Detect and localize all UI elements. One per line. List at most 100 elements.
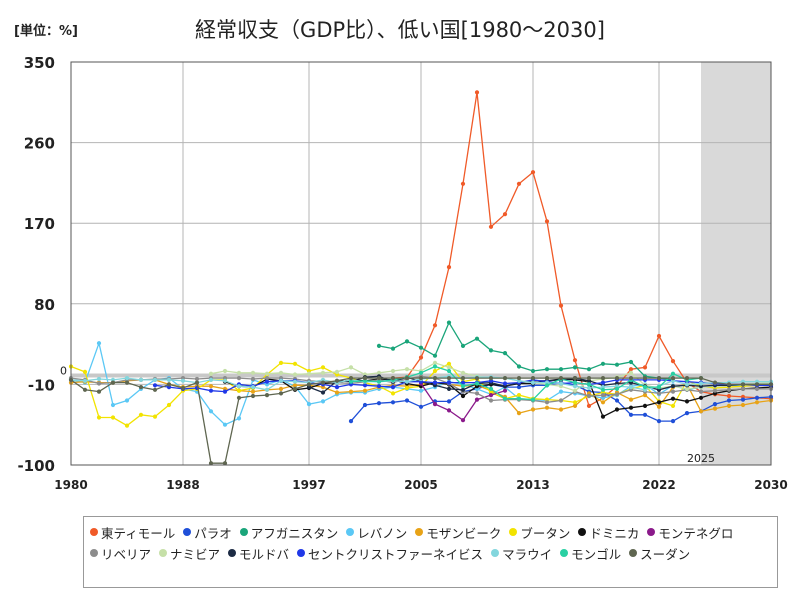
data-point: [474, 397, 480, 402]
data-point: [558, 367, 564, 372]
data-point: [502, 381, 508, 386]
data-point: [222, 378, 228, 383]
legend-label: モンゴル: [571, 546, 622, 562]
data-point: [712, 402, 718, 407]
legend-label: ブータン: [520, 525, 571, 541]
data-point: [572, 403, 578, 408]
data-point: [194, 380, 200, 385]
data-point: [614, 386, 620, 391]
legend-item: ドミニカ: [578, 522, 639, 542]
data-point: [306, 382, 312, 387]
data-point: [544, 400, 550, 405]
data-point: [488, 376, 494, 381]
data-point: [502, 376, 508, 381]
data-point: [628, 412, 634, 417]
data-point: [628, 385, 634, 390]
data-point: [460, 181, 466, 186]
data-point: [516, 376, 522, 381]
data-point: [656, 404, 662, 409]
data-point: [278, 370, 284, 375]
data-point: [292, 383, 298, 388]
data-point: [446, 320, 452, 325]
data-point: [460, 376, 466, 381]
data-point: [222, 368, 228, 374]
data-point: [432, 368, 438, 374]
data-point: [292, 386, 298, 391]
data-point: [264, 379, 270, 384]
data-point: [516, 364, 522, 369]
data-point: [614, 407, 620, 412]
data-point: [278, 391, 284, 396]
data-point: [138, 377, 144, 382]
y-tick-label: 80: [34, 296, 55, 314]
data-point: [418, 345, 424, 350]
data-point: [166, 377, 172, 382]
legend-swatch: [297, 549, 306, 557]
legend-item: ブータン: [509, 522, 570, 542]
x-tick-label: 1997: [292, 478, 325, 492]
zero-label: 0: [60, 364, 67, 377]
data-point: [558, 407, 564, 412]
data-point: [404, 376, 410, 381]
data-point: [208, 409, 214, 414]
data-point: [516, 396, 522, 401]
data-point: [110, 380, 116, 385]
data-point: [82, 387, 88, 392]
data-point: [208, 377, 214, 382]
legend-swatch: [509, 528, 518, 536]
legend-label: マラウイ: [502, 546, 553, 562]
data-point: [642, 393, 648, 398]
data-point: [362, 376, 368, 381]
unit-label: [単位：%]: [14, 24, 78, 39]
data-point: [670, 359, 676, 364]
legend-swatch: [647, 528, 656, 536]
data-point: [670, 384, 676, 389]
data-point: [96, 381, 102, 386]
data-point: [530, 376, 536, 381]
data-point: [138, 385, 144, 390]
data-point: [488, 224, 494, 229]
data-point: [530, 368, 536, 374]
data-point: [544, 219, 550, 224]
legend-label: ナミビア: [170, 546, 221, 562]
data-point: [264, 393, 270, 398]
data-point: [614, 376, 620, 381]
data-point: [390, 391, 396, 396]
data-point: [684, 411, 690, 416]
data-point: [516, 181, 522, 186]
data-point: [474, 391, 480, 396]
data-point: [194, 376, 200, 382]
data-point: [460, 380, 466, 385]
data-point: [516, 385, 522, 390]
data-point: [376, 343, 382, 348]
data-point: [236, 384, 242, 389]
data-point: [432, 376, 438, 381]
data-point: [376, 384, 382, 389]
data-point: [362, 402, 368, 408]
data-point: [418, 370, 424, 375]
data-point: [544, 367, 550, 372]
legend-item: リベリア: [90, 543, 151, 563]
data-point: [698, 395, 704, 400]
legend-label: アフガニスタン: [250, 525, 339, 541]
data-point: [460, 384, 466, 389]
legend-item: パラオ: [183, 522, 232, 542]
data-point: [404, 339, 410, 344]
data-point: [670, 389, 676, 394]
legend-swatch: [578, 528, 587, 536]
data-point: [418, 355, 424, 360]
y-tick-label: 260: [24, 135, 55, 153]
data-point: [236, 416, 242, 421]
legend-label: ドミニカ: [589, 525, 640, 541]
legend-swatch: [228, 549, 237, 557]
x-tick-label: 1980: [54, 478, 87, 492]
data-point: [180, 385, 186, 391]
data-point: [152, 377, 158, 382]
data-point: [278, 378, 284, 383]
x-tick-label: 2013: [516, 478, 549, 492]
legend-swatch: [183, 528, 192, 536]
data-point: [390, 376, 396, 381]
data-point: [502, 396, 508, 401]
series-モンテネグロ: [418, 381, 508, 423]
